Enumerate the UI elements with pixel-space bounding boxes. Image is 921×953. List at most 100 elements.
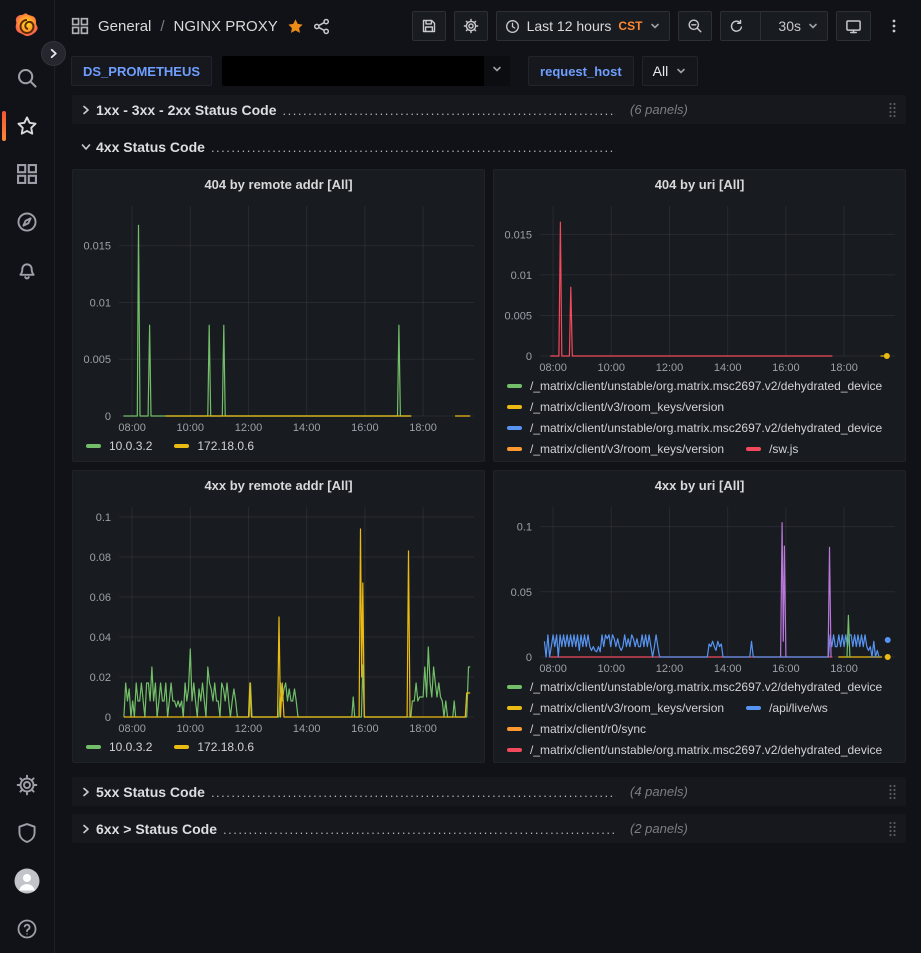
legend-row: /_matrix/client/v3/room_keys/version/api… bbox=[507, 701, 897, 715]
legend-row: /_matrix/client/unstable/org.matrix.msc2… bbox=[507, 680, 897, 694]
legend-label[interactable]: /_matrix/client/unstable/org.matrix.msc2… bbox=[530, 379, 883, 393]
panel-title[interactable]: 4xx by uri [All] bbox=[654, 477, 745, 493]
dashboard-content: 1xx - 3xx - 2xx Status Code ............… bbox=[55, 90, 921, 953]
row-4xx[interactable]: 4xx Status Code ........................… bbox=[72, 132, 906, 161]
y-axis-tick: 0.01 bbox=[511, 270, 532, 282]
chart-canvas[interactable]: 0 0.005 0.01 0.015 08:00 10:00 12:00 14:00 16:00… bbox=[494, 198, 904, 376]
y-axis-tick: 0.015 bbox=[83, 241, 111, 253]
chevron-down-icon bbox=[493, 66, 501, 72]
refresh-icon bbox=[730, 19, 742, 32]
sidebar-item-profile[interactable] bbox=[0, 857, 55, 905]
row-drag-handle[interactable] bbox=[887, 102, 898, 118]
legend-label[interactable]: /api/live/ws bbox=[769, 701, 828, 715]
legend-item[interactable]: /_matrix/client/unstable/org.matrix.msc2… bbox=[507, 421, 882, 435]
sidebar-expand-button[interactable] bbox=[41, 41, 66, 66]
legend-swatch bbox=[507, 748, 522, 752]
legend-item[interactable]: 172.18.0.6 bbox=[174, 439, 254, 453]
legend-item[interactable]: /_matrix/client/unstable/org.matrix.msc2… bbox=[507, 680, 882, 694]
legend-label[interactable]: 10.0.3.2 bbox=[109, 439, 153, 453]
y-axis-tick: 0 bbox=[526, 652, 532, 664]
legend-label[interactable]: /_matrix/client/r0/sync bbox=[530, 722, 647, 736]
grafana-logo[interactable] bbox=[0, 0, 55, 54]
kebab-menu-button[interactable] bbox=[879, 11, 909, 41]
x-axis-tick: 16:00 bbox=[772, 663, 800, 675]
sidebar-item-help[interactable] bbox=[0, 905, 55, 953]
row-6xx[interactable]: 6xx > Status Code ......................… bbox=[72, 814, 906, 843]
sidebar-item-starred[interactable] bbox=[0, 102, 55, 150]
legend-label[interactable]: /_matrix/client/v3/room_keys/version bbox=[530, 400, 725, 414]
legend-label[interactable]: /_matrix/client/v3/room_keys/version bbox=[530, 701, 725, 715]
x-axis-tick: 08:00 bbox=[118, 422, 146, 434]
legend-label[interactable]: 10.0.3.2 bbox=[109, 740, 153, 754]
refresh-interval-dropdown[interactable]: 30s bbox=[770, 18, 827, 34]
share-icon[interactable] bbox=[313, 18, 330, 35]
chart-canvas[interactable]: 0 0.005 0.01 0.015 08:00 10:00 12:00 14:00 16:00… bbox=[73, 198, 483, 436]
x-axis-tick: 12:00 bbox=[235, 723, 263, 735]
chart-canvas[interactable]: 0 0.05 0.1 08:00 10:00 12:00 14:00 16:00 18:00 bbox=[494, 499, 904, 677]
legend-swatch bbox=[86, 745, 101, 749]
zoom-out-icon bbox=[688, 19, 702, 33]
grafana-logo-icon bbox=[15, 13, 38, 37]
time-range-picker[interactable]: Last 12 hours CST bbox=[495, 11, 671, 41]
row-drag-handle[interactable] bbox=[887, 784, 898, 800]
redacted-value bbox=[222, 56, 485, 86]
legend-item[interactable]: /_matrix/client/unstable/org.matrix.msc2… bbox=[507, 743, 882, 757]
legend-label[interactable]: 172.18.0.6 bbox=[197, 740, 255, 754]
legend-label[interactable]: /_matrix/client/v3/room_keys/version bbox=[530, 442, 725, 456]
sidebar-item-alerting[interactable] bbox=[0, 246, 55, 294]
legend-label[interactable]: /_matrix/client/unstable/org.matrix.msc2… bbox=[530, 680, 883, 694]
sidebar-item-dashboards[interactable] bbox=[0, 150, 55, 198]
legend-swatch bbox=[507, 447, 522, 451]
legend-item[interactable]: 10.0.3.2 bbox=[86, 439, 152, 453]
legend-row: 10.0.3.2 172.18.0.6 bbox=[86, 740, 476, 754]
kebab-menu-icon bbox=[892, 19, 896, 33]
sidebar-item-explore[interactable] bbox=[0, 198, 55, 246]
request-host-variable-select[interactable]: All bbox=[641, 56, 699, 86]
dashboard-settings-button[interactable] bbox=[453, 11, 488, 41]
legend-row: /_matrix/client/r0/sync bbox=[507, 722, 897, 736]
zoom-out-button[interactable] bbox=[678, 11, 713, 41]
panel-title[interactable]: 4xx by remote addr [All] bbox=[204, 477, 353, 493]
panel-title[interactable]: 404 by uri [All] bbox=[654, 176, 745, 192]
legend-item[interactable]: /_matrix/client/v3/room_keys/version bbox=[507, 442, 724, 456]
clock-icon bbox=[505, 19, 519, 33]
panel-title[interactable]: 404 by remote addr [All] bbox=[204, 176, 353, 192]
sidebar-item-server-admin[interactable] bbox=[0, 809, 55, 857]
breadcrumb-section[interactable]: General bbox=[98, 17, 152, 35]
y-axis-tick: 0.08 bbox=[90, 552, 111, 564]
legend-item[interactable]: 172.18.0.6 bbox=[174, 740, 254, 754]
y-axis-tick: 0.01 bbox=[90, 297, 111, 309]
favorite-star-icon[interactable] bbox=[287, 18, 304, 35]
chart-canvas[interactable]: 0 0.02 0.04 0.06 0.08 0.1 08:00 10:00 12:00 14:00… bbox=[73, 499, 483, 737]
legend-label[interactable]: /_matrix/client/unstable/org.matrix.msc2… bbox=[530, 743, 883, 757]
legend-label[interactable]: /sw.js bbox=[769, 442, 799, 456]
row-1xx-3xx-2xx[interactable]: 1xx - 3xx - 2xx Status Code ............… bbox=[72, 95, 906, 124]
legend-item[interactable]: /_matrix/client/r0/sync bbox=[507, 722, 646, 736]
page-title[interactable]: NGINX PROXY bbox=[173, 17, 278, 35]
legend-item[interactable]: /_matrix/client/v3/room_keys/version bbox=[507, 400, 724, 414]
save-dashboard-button[interactable] bbox=[411, 11, 446, 41]
y-axis-tick: 0.1 bbox=[517, 522, 532, 534]
row-5xx[interactable]: 5xx Status Code ........................… bbox=[72, 777, 906, 806]
row-drag-handle[interactable] bbox=[887, 821, 898, 837]
legend-item[interactable]: 10.0.3.2 bbox=[86, 740, 152, 754]
chevron-down-icon bbox=[809, 23, 817, 29]
legend-item[interactable]: /_matrix/client/unstable/org.matrix.msc2… bbox=[507, 379, 882, 393]
legend-label[interactable]: /_matrix/client/unstable/org.matrix.msc2… bbox=[530, 421, 883, 435]
tv-mode-button[interactable] bbox=[836, 11, 871, 41]
star-icon bbox=[17, 116, 37, 135]
legend-swatch bbox=[174, 745, 190, 749]
breadcrumb: General / NGINX PROXY bbox=[71, 17, 330, 35]
legend-item[interactable]: /_matrix/client/v3/room_keys/version bbox=[507, 701, 724, 715]
x-axis-tick: 12:00 bbox=[656, 663, 684, 675]
refresh-button[interactable] bbox=[721, 12, 751, 40]
panel-4xx-by-remote-addr: 4xx by remote addr [All] 0 0.02 0.04 0.06 0.0… bbox=[72, 470, 485, 763]
legend-label[interactable]: 172.18.0.6 bbox=[197, 439, 255, 453]
legend-item[interactable]: /sw.js bbox=[746, 442, 798, 456]
datasource-variable-select[interactable] bbox=[222, 56, 511, 86]
sidebar-item-search[interactable] bbox=[0, 54, 55, 102]
legend-item[interactable]: /api/live/ws bbox=[746, 701, 828, 715]
sidebar-item-configuration[interactable] bbox=[0, 761, 55, 809]
x-axis-tick: 16:00 bbox=[351, 723, 379, 735]
help-icon bbox=[17, 919, 37, 939]
